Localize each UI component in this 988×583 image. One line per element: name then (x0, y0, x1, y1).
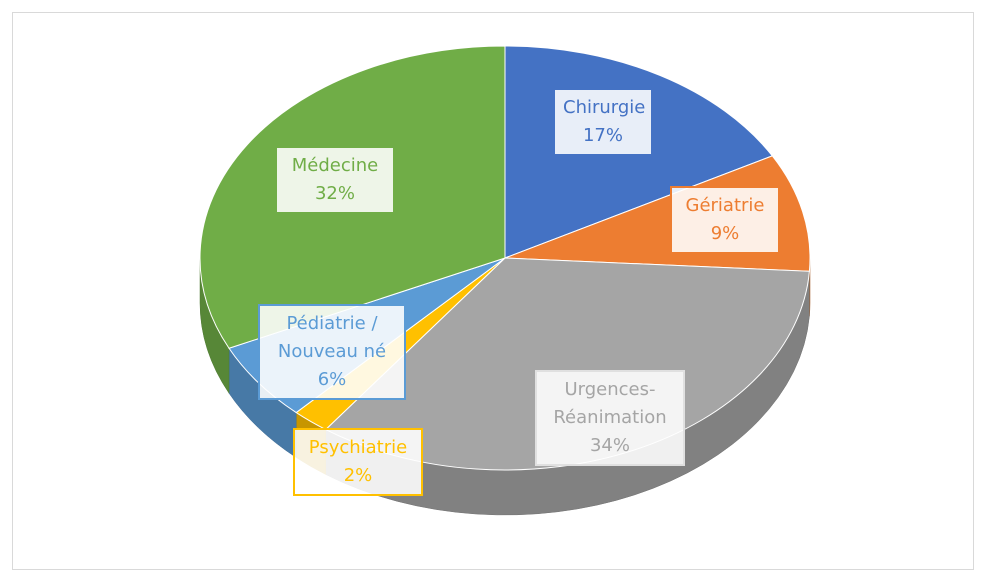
category-label: Gériatrie (685, 195, 765, 216)
category-label: Psychiatrie (308, 437, 408, 458)
value-label: 2% (343, 465, 373, 486)
value-label: 6% (317, 369, 347, 390)
value-label: 34% (589, 435, 630, 456)
data-label: Pédiatrie / Nouveau né 6% (258, 304, 406, 400)
category-label: Pédiatrie / Nouveau né (277, 313, 387, 362)
category-label: Urgences-Réanimation (553, 379, 667, 428)
data-label: Urgences-Réanimation 34% (535, 370, 685, 466)
chart-frame (12, 12, 974, 570)
value-label: 9% (710, 223, 740, 244)
value-label: 17% (582, 125, 623, 146)
category-label: Médecine (291, 155, 379, 176)
category-label: Chirurgie (563, 97, 646, 118)
data-label: Psychiatrie 2% (293, 428, 423, 496)
value-label: 32% (314, 183, 355, 204)
data-label: Médecine 32% (275, 146, 395, 214)
data-label: Chirurgie 17% (553, 88, 653, 156)
data-label: Gériatrie 9% (670, 186, 780, 254)
